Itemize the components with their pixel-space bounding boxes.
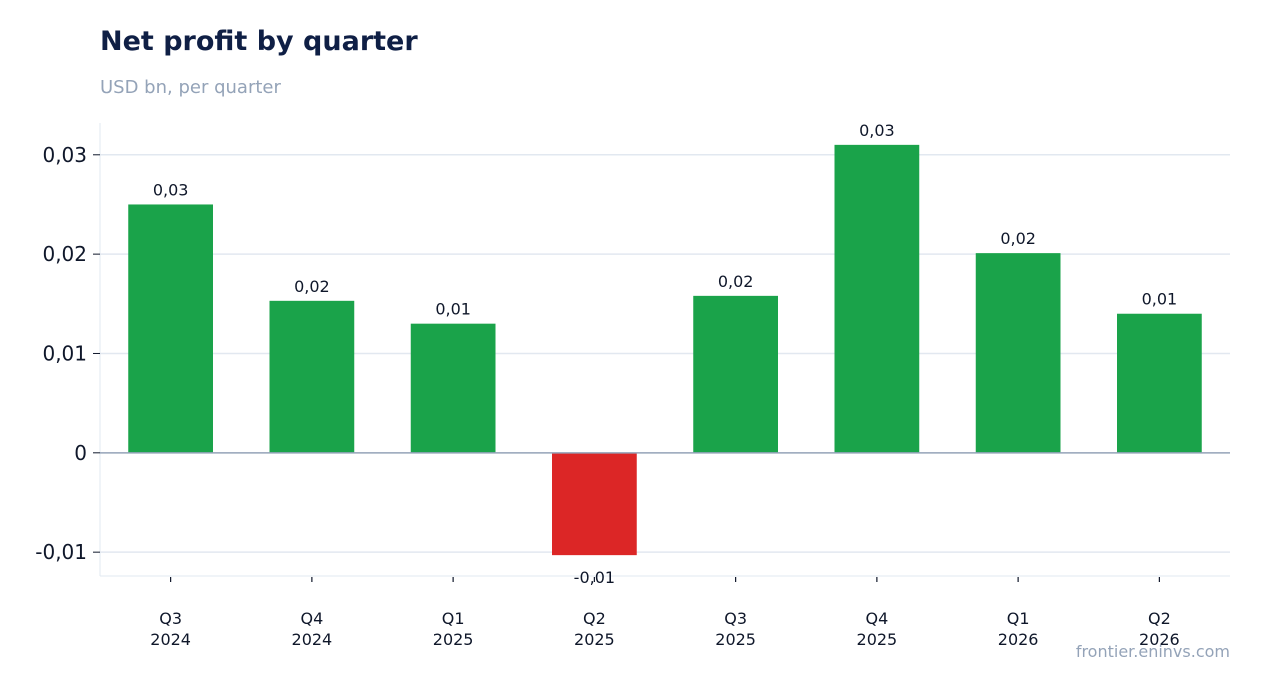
bar [410,323,496,453]
data-label: 0,03 [153,180,189,199]
x-tick-label-year: 2026 [998,630,1039,649]
y-tick-label: 0 [74,441,87,465]
y-tick-label: 0,02 [42,242,87,266]
x-tick-label-year: 2024 [150,630,191,649]
x-tick-label-quarter: Q3 [159,609,182,628]
x-tick-label-quarter: Q1 [1007,609,1030,628]
x-tick-label-year: 2025 [433,630,474,649]
x-tick-label-year: 2025 [574,630,615,649]
y-tick-label: 0,01 [42,341,87,365]
data-label: 0,01 [435,300,471,319]
x-tick-label-year: 2025 [715,630,756,649]
x-tick-label-year: 2025 [857,630,898,649]
y-tick-label: -0,01 [35,540,87,564]
x-tick-label-year: 2026 [1139,630,1180,649]
source-label: frontier.eninvs.com [1075,642,1230,661]
data-label: 0,02 [718,272,754,291]
x-tick-label-quarter: Q4 [300,609,323,628]
chart-title: Net profit by quarter [100,26,418,57]
bar [128,204,213,453]
bar [834,144,920,453]
x-tick-label-year: 2024 [292,630,333,649]
x-tick-label-quarter: Q2 [583,609,606,628]
chart-subtitle: USD bn, per quarter [100,77,281,98]
bar [552,452,637,556]
bar [975,253,1061,453]
data-label: 0,03 [859,121,895,140]
x-tick-label-quarter: Q3 [724,609,747,628]
y-tick-label: 0,03 [42,143,87,167]
bar [693,295,778,453]
data-label: 0,02 [294,277,330,296]
data-label: 0,01 [1142,290,1178,309]
bar [269,300,355,453]
bar [1117,313,1202,453]
x-tick-label-quarter: Q1 [442,609,465,628]
x-tick-label-quarter: Q4 [865,609,888,628]
x-tick-label-quarter: Q2 [1148,609,1171,628]
data-label: 0,02 [1000,229,1036,248]
